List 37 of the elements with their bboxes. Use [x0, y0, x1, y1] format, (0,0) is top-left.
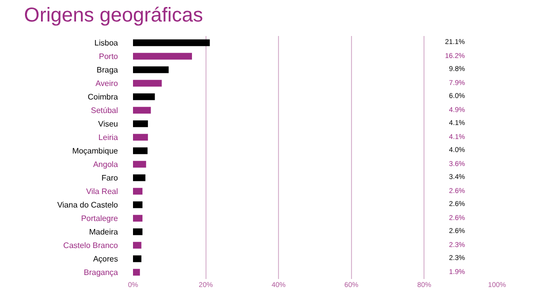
y-tick-label: Açores: [93, 254, 118, 264]
bar: [133, 255, 142, 262]
bar: [133, 66, 169, 74]
y-tick-label: Aveiro: [95, 79, 119, 88]
bar: [133, 174, 146, 182]
bar: [133, 160, 146, 168]
y-tick-label: Viseu: [98, 120, 118, 129]
y-tick-label: Castelo Branco: [63, 241, 119, 250]
y-tick-label: Moçambique: [72, 146, 119, 156]
bar: [133, 52, 192, 60]
y-tick-label: Braga: [96, 66, 119, 75]
chart-title: Origens geográficas: [24, 4, 204, 27]
y-tick-label: Lisboa: [94, 38, 119, 48]
y-tick-label: Viana do Castelo: [57, 200, 119, 210]
y-tick-label: Angola: [93, 160, 119, 170]
bar: [133, 106, 151, 114]
bar: [133, 201, 142, 208]
y-tick-label: Vila Real: [86, 187, 118, 196]
y-tick-label: Leiria: [98, 133, 119, 142]
y-tick-label: Porto: [98, 52, 119, 62]
y-tick-label: Setúbal: [90, 106, 118, 116]
bar: [133, 120, 148, 128]
bar: [133, 268, 140, 276]
y-tick-label: Portalegre: [81, 214, 119, 224]
bar: [133, 39, 210, 46]
y-tick-label: Coimbra: [88, 92, 119, 102]
y-tick-label: Bragança: [84, 268, 119, 278]
bar: [133, 228, 142, 236]
bar: [133, 214, 142, 222]
y-tick-label: Madeira: [89, 228, 119, 237]
bar: [133, 93, 155, 100]
bar: [133, 134, 148, 141]
bar: [133, 242, 142, 249]
y-tick-label: Faro: [102, 174, 119, 183]
bar: [133, 80, 162, 87]
bar: [133, 147, 148, 154]
bar: [133, 188, 142, 195]
